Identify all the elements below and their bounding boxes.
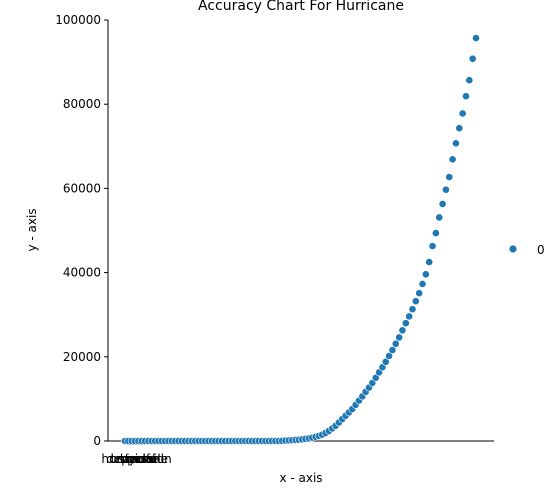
data-point (449, 156, 456, 163)
y-tick-label: 100000 (55, 13, 101, 27)
y-tick-label: 60000 (63, 181, 101, 195)
legend-marker (509, 245, 516, 252)
data-point (429, 242, 436, 249)
data-point (439, 200, 446, 207)
x-category-label: cyclone (122, 452, 168, 466)
data-point (432, 229, 439, 236)
data-point (412, 298, 419, 305)
x-axis-label: x - axis (279, 471, 322, 485)
y-tick-label: 20000 (63, 350, 101, 364)
data-point (469, 55, 476, 62)
data-point (402, 320, 409, 327)
data-point (399, 327, 406, 334)
data-point (396, 334, 403, 341)
data-point (446, 173, 453, 180)
data-point (442, 186, 449, 193)
legend: 0 (509, 243, 544, 257)
data-point (426, 258, 433, 265)
y-tick-label: 0 (93, 434, 101, 448)
data-point (452, 140, 459, 147)
data-point (422, 271, 429, 278)
data-point (416, 290, 423, 297)
data-points (121, 35, 479, 445)
data-point (406, 313, 413, 320)
data-point (472, 35, 479, 42)
data-point (409, 306, 416, 313)
y-axis-label: y - axis (25, 208, 39, 251)
data-point (419, 280, 426, 287)
data-point (462, 93, 469, 100)
y-tick-label: 40000 (63, 266, 101, 280)
data-point (459, 110, 466, 117)
y-tick-label: 80000 (63, 97, 101, 111)
chart-title: Accuracy Chart For Hurricane (198, 0, 404, 14)
y-ticks: 0 20000 40000 60000 80000 100000 (55, 13, 108, 448)
legend-label: 0 (537, 243, 545, 257)
data-point (456, 125, 463, 132)
data-point (436, 214, 443, 221)
data-point (466, 77, 473, 84)
